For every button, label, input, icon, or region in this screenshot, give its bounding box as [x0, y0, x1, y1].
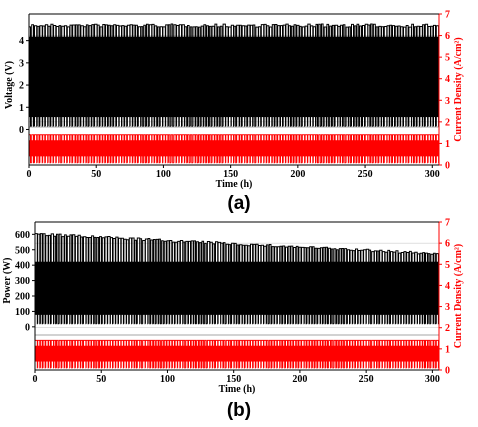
x-tick-label: 100 — [160, 374, 175, 385]
y-right-tick-label: 6 — [445, 31, 450, 42]
y-right-tick-label: 3 — [445, 96, 450, 107]
y-left-tick-label: 600 — [15, 230, 30, 241]
y-right-axis-label: Current Density (A/cm²) — [453, 37, 464, 141]
x-tick-label: 150 — [223, 169, 238, 180]
x-tick-label: 150 — [226, 374, 241, 385]
series-right-trace — [28, 134, 440, 164]
series-left-trace — [34, 233, 439, 325]
x-tick-label: 250 — [359, 374, 374, 385]
y-left-tick-label: 0 — [19, 125, 24, 136]
y-right-tick-label: 0 — [445, 366, 450, 377]
x-tick-label: 200 — [290, 169, 305, 180]
x-tick-label: 0 — [27, 169, 32, 180]
y-right-tick-label: 1 — [445, 139, 450, 150]
y-right-tick-label: 1 — [445, 344, 450, 355]
y-left-tick-label: 100 — [15, 307, 30, 318]
x-tick-label: 0 — [33, 374, 38, 385]
x-axis-label: Time (h) — [219, 384, 256, 395]
y-right-tick-label: 7 — [445, 10, 450, 21]
y-left-tick-label: 3 — [19, 58, 24, 69]
y-right-tick-label: 6 — [445, 239, 450, 250]
x-tick-label: 250 — [358, 169, 373, 180]
x-tick-label: 50 — [96, 374, 106, 385]
y-left-tick-label: 2 — [19, 81, 24, 92]
x-tick-label: 200 — [292, 374, 307, 385]
panel-a-label: (a) — [227, 193, 251, 214]
x-tick-label: 100 — [156, 169, 171, 180]
panel-b-label: (b) — [226, 400, 252, 421]
y-left-tick-label: 300 — [15, 276, 30, 287]
y-right-tick-label: 5 — [445, 260, 450, 271]
y-right-tick-label: 4 — [445, 281, 450, 292]
y-left-tick-label: 1 — [19, 103, 24, 114]
y-left-tick-label: 400 — [15, 261, 30, 272]
y-left-tick-label: 4 — [19, 36, 24, 47]
y-right-tick-label: 7 — [445, 218, 450, 229]
series-left-trace — [28, 23, 440, 127]
y-left-tick-label: 0 — [25, 322, 30, 333]
y-right-tick-label: 2 — [445, 117, 450, 128]
x-tick-label: 300 — [425, 374, 440, 385]
x-axis-label: Time (h) — [216, 179, 253, 190]
y-right-tick-label: 0 — [445, 161, 450, 172]
x-tick-label: 50 — [91, 169, 101, 180]
y-right-tick-label: 3 — [445, 302, 450, 313]
y-left-axis-label: Power (W) — [2, 257, 13, 303]
y-right-tick-label: 4 — [445, 74, 450, 85]
y-right-tick-label: 2 — [445, 323, 450, 334]
y-left-axis-label: Voltage (V) — [4, 61, 15, 109]
y-right-tick-label: 5 — [445, 53, 450, 64]
x-tick-label: 300 — [425, 169, 440, 180]
y-right-axis-label: Current Density (A/cm²) — [453, 244, 464, 348]
y-left-tick-label: 500 — [15, 245, 30, 256]
y-left-tick-label: 200 — [15, 292, 30, 303]
series-right-trace — [34, 339, 439, 369]
